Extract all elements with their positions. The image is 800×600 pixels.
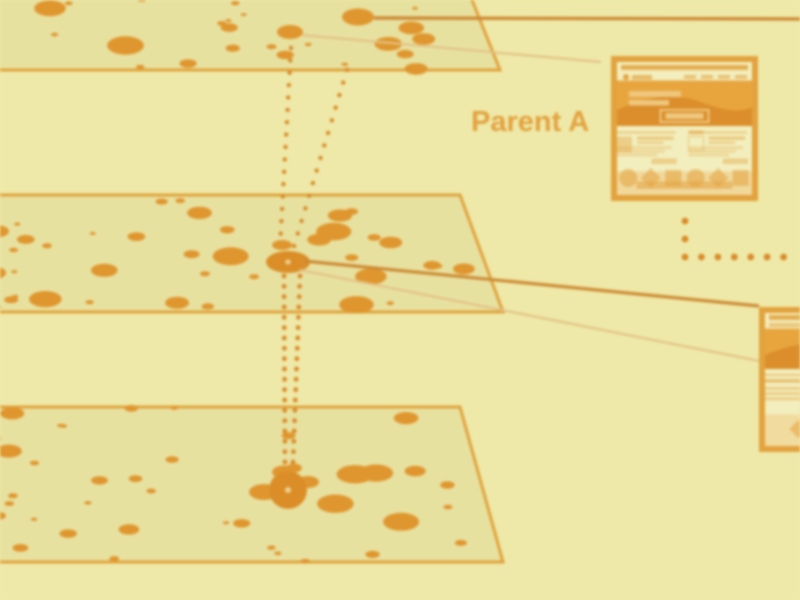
svg-text:Parent A: Parent A xyxy=(471,106,589,138)
